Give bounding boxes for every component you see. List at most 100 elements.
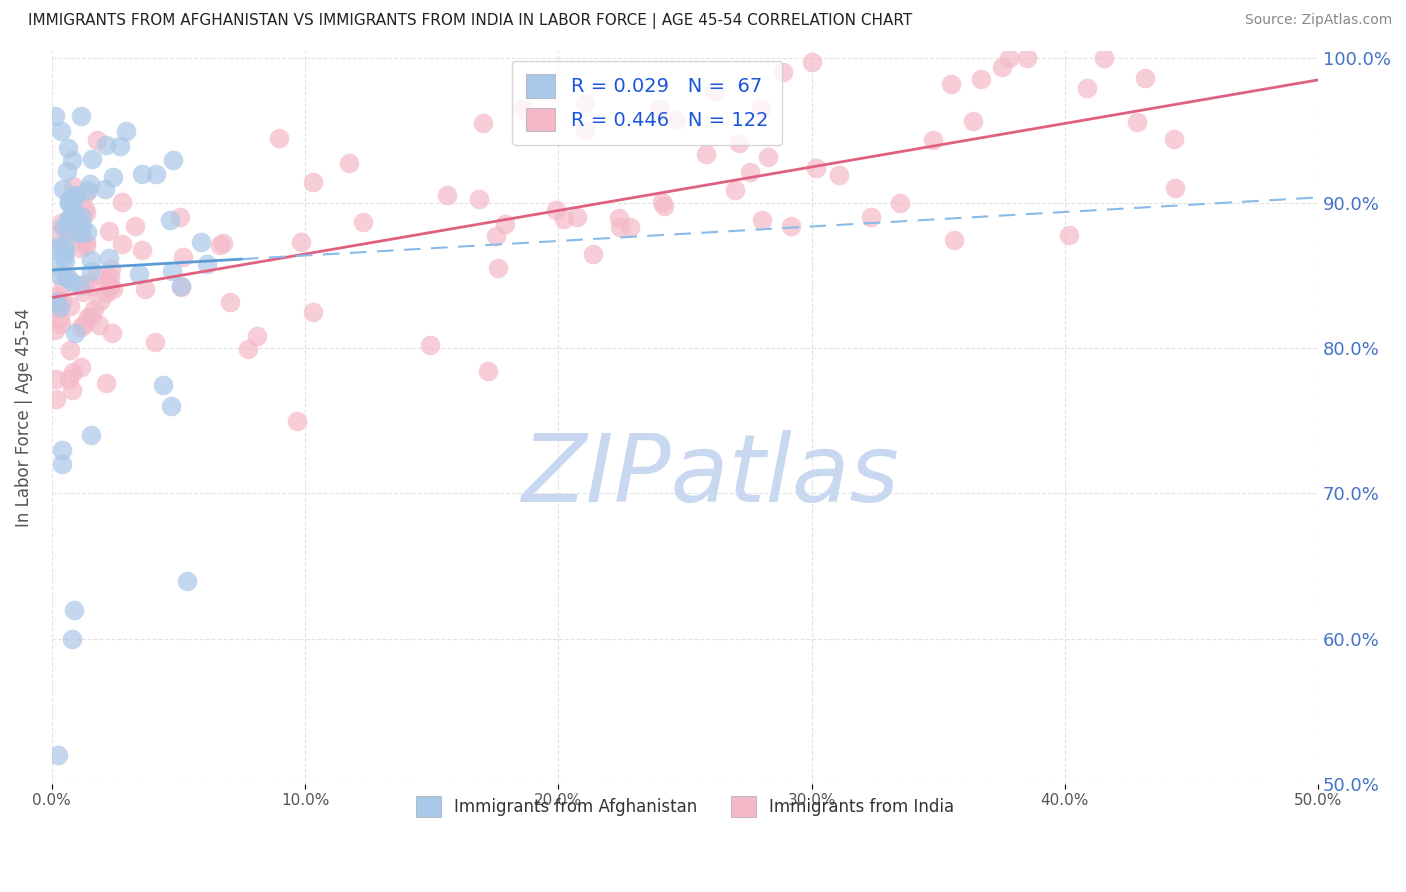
Point <box>55 270 77 285</box>
Point <box>69 359 91 374</box>
Point <box>49 124 72 138</box>
Point <box>45 289 67 303</box>
Point <box>58 372 80 386</box>
Point <box>1017 51 1039 65</box>
Point <box>301 305 323 319</box>
Point <box>190 235 212 250</box>
Text: ZIPatlas: ZIPatlas <box>522 431 900 522</box>
Point <box>162 153 184 167</box>
Point <box>77 183 100 197</box>
Point <box>145 167 167 181</box>
Point <box>58 225 80 239</box>
Point <box>69 278 91 293</box>
Point <box>62 153 84 167</box>
Point <box>607 211 630 226</box>
Point <box>70 109 93 123</box>
Point <box>1163 132 1185 146</box>
Point <box>134 282 156 296</box>
Point <box>63 326 86 340</box>
Point <box>56 212 79 227</box>
Point <box>70 320 93 334</box>
Point <box>695 146 717 161</box>
Point <box>1126 115 1149 129</box>
Point <box>48 268 70 282</box>
Point <box>52 277 75 292</box>
Point <box>44 228 66 243</box>
Point <box>53 253 76 268</box>
Point <box>176 574 198 588</box>
Point <box>553 211 575 226</box>
Point <box>131 167 153 181</box>
Point <box>94 376 117 391</box>
Point <box>44 293 66 308</box>
Point <box>108 139 131 153</box>
Point <box>98 269 121 284</box>
Point <box>101 169 124 184</box>
Point <box>609 220 631 235</box>
Point <box>169 210 191 224</box>
Point <box>100 261 122 276</box>
Point <box>58 141 80 155</box>
Point <box>110 195 132 210</box>
Point <box>52 182 75 196</box>
Point <box>800 54 823 69</box>
Point <box>51 317 73 331</box>
Point <box>101 282 124 296</box>
Point <box>66 227 89 241</box>
Point <box>83 301 105 316</box>
Point <box>806 161 828 176</box>
Point <box>285 414 308 428</box>
Point <box>921 133 943 147</box>
Point <box>56 222 79 236</box>
Point <box>565 211 588 225</box>
Point <box>51 216 73 230</box>
Point <box>723 183 745 197</box>
Point <box>62 365 84 379</box>
Point <box>749 101 772 115</box>
Point <box>86 132 108 146</box>
Point <box>69 226 91 240</box>
Point <box>468 192 491 206</box>
Text: IMMIGRANTS FROM AFGHANISTAN VS IMMIGRANTS FROM INDIA IN LABOR FORCE | AGE 45-54 : IMMIGRANTS FROM AFGHANISTAN VS IMMIGRANT… <box>28 13 912 29</box>
Point <box>172 250 194 264</box>
Point <box>65 210 87 224</box>
Point <box>79 178 101 192</box>
Point <box>87 318 110 333</box>
Point <box>52 220 75 235</box>
Point <box>1076 81 1098 95</box>
Point <box>131 243 153 257</box>
Point <box>58 211 80 225</box>
Point <box>170 280 193 294</box>
Point <box>44 259 66 273</box>
Point <box>76 186 98 200</box>
Point <box>128 267 150 281</box>
Point <box>651 194 673 209</box>
Point <box>58 196 80 211</box>
Point <box>756 150 779 164</box>
Point <box>53 243 76 257</box>
Point <box>544 203 567 218</box>
Point <box>246 328 269 343</box>
Point <box>195 257 218 271</box>
Point <box>301 175 323 189</box>
Point <box>1164 181 1187 195</box>
Point <box>738 165 761 179</box>
Point <box>160 264 183 278</box>
Point <box>94 138 117 153</box>
Point <box>169 279 191 293</box>
Point <box>46 301 69 315</box>
Point <box>56 268 79 283</box>
Point <box>94 182 117 196</box>
Point <box>939 78 962 92</box>
Point <box>44 109 66 123</box>
Point <box>648 102 671 116</box>
Point <box>160 400 183 414</box>
Point <box>59 343 82 357</box>
Point <box>159 213 181 227</box>
Point <box>772 65 794 79</box>
Point <box>45 294 67 309</box>
Point <box>859 211 882 225</box>
Text: Source: ZipAtlas.com: Source: ZipAtlas.com <box>1244 13 1392 28</box>
Point <box>51 442 73 457</box>
Point <box>152 377 174 392</box>
